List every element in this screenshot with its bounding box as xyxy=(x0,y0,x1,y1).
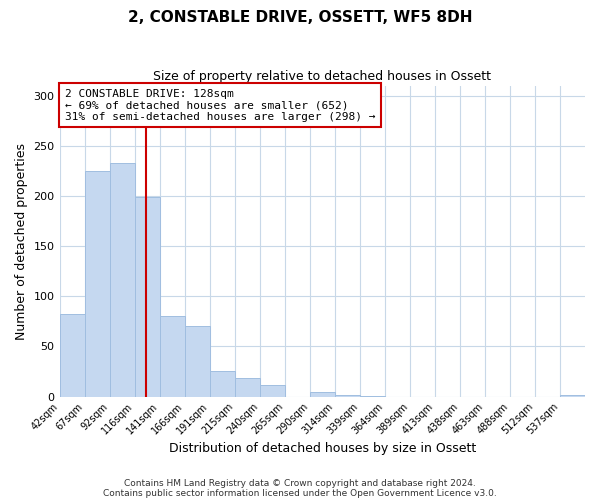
Bar xyxy=(185,326,209,396)
Bar xyxy=(335,394,360,396)
Text: 2 CONSTABLE DRIVE: 128sqm
← 69% of detached houses are smaller (652)
31% of semi: 2 CONSTABLE DRIVE: 128sqm ← 69% of detac… xyxy=(65,88,375,122)
Bar xyxy=(134,197,160,396)
Bar xyxy=(160,316,185,396)
X-axis label: Distribution of detached houses by size in Ossett: Distribution of detached houses by size … xyxy=(169,442,476,455)
Bar xyxy=(310,392,335,396)
Bar xyxy=(59,314,85,396)
Text: Contains public sector information licensed under the Open Government Licence v3: Contains public sector information licen… xyxy=(103,488,497,498)
Bar xyxy=(235,378,260,396)
Y-axis label: Number of detached properties: Number of detached properties xyxy=(15,142,28,340)
Title: Size of property relative to detached houses in Ossett: Size of property relative to detached ho… xyxy=(153,70,491,83)
Text: 2, CONSTABLE DRIVE, OSSETT, WF5 8DH: 2, CONSTABLE DRIVE, OSSETT, WF5 8DH xyxy=(128,10,472,25)
Text: Contains HM Land Registry data © Crown copyright and database right 2024.: Contains HM Land Registry data © Crown c… xyxy=(124,478,476,488)
Bar xyxy=(110,163,134,396)
Bar xyxy=(560,394,585,396)
Bar xyxy=(85,171,110,396)
Bar xyxy=(209,370,235,396)
Bar xyxy=(260,384,285,396)
